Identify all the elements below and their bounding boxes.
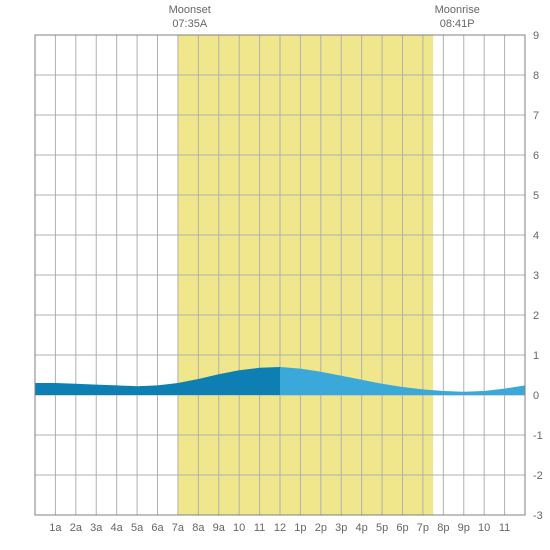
x-tick-label: 8a — [192, 522, 205, 534]
y-tick-label: 3 — [533, 270, 539, 282]
x-tick-label: 3p — [335, 522, 347, 534]
x-tick-label: 2p — [315, 522, 327, 534]
x-tick-label: 3a — [90, 522, 103, 534]
x-tick-label: 9a — [213, 522, 226, 534]
y-tick-label: 5 — [533, 190, 539, 202]
x-tick-label: 1p — [294, 522, 306, 534]
x-tick-label: 2a — [70, 522, 83, 534]
y-tick-label: 0 — [533, 390, 539, 402]
y-tick-label: -2 — [533, 470, 543, 482]
moonrise-title: Moonrise — [427, 4, 487, 18]
y-tick-label: 8 — [533, 70, 539, 82]
x-tick-label: 11 — [254, 522, 265, 534]
moonset-label: Moonset07:35A — [160, 4, 220, 32]
x-tick-label: 1a — [49, 522, 62, 534]
chart-svg: -3-2-101234567891a2a3a4a5a6a7a8a9a101112… — [0, 0, 550, 550]
y-tick-label: 7 — [533, 110, 539, 122]
y-tick-label: 1 — [533, 350, 539, 362]
x-tick-label: 5a — [131, 522, 144, 534]
x-tick-label: 4a — [111, 522, 124, 534]
y-tick-label: 4 — [533, 230, 539, 242]
y-tick-label: 9 — [533, 30, 539, 42]
x-tick-label: 4p — [356, 522, 368, 534]
moonrise-time: 08:41P — [427, 18, 487, 32]
x-tick-label: 11 — [499, 522, 510, 534]
y-tick-label: 2 — [533, 310, 539, 322]
x-tick-label: 7a — [172, 522, 185, 534]
moonset-title: Moonset — [160, 4, 220, 18]
x-tick-label: 6p — [396, 522, 408, 534]
y-tick-label: 6 — [533, 150, 539, 162]
x-tick-label: 10 — [233, 522, 245, 534]
x-tick-label: 7p — [417, 522, 429, 534]
tide-chart: -3-2-101234567891a2a3a4a5a6a7a8a9a101112… — [0, 0, 550, 550]
y-tick-label: -1 — [533, 430, 543, 442]
x-tick-label: 10 — [478, 522, 490, 534]
y-tick-label: -3 — [533, 510, 543, 522]
x-tick-label: 5p — [376, 522, 388, 534]
x-tick-label: 9p — [458, 522, 470, 534]
x-tick-label: 12 — [274, 522, 286, 534]
x-tick-label: 6a — [151, 522, 164, 534]
x-tick-label: 8p — [437, 522, 449, 534]
moonrise-label: Moonrise08:41P — [427, 4, 487, 32]
moonset-time: 07:35A — [160, 18, 220, 32]
